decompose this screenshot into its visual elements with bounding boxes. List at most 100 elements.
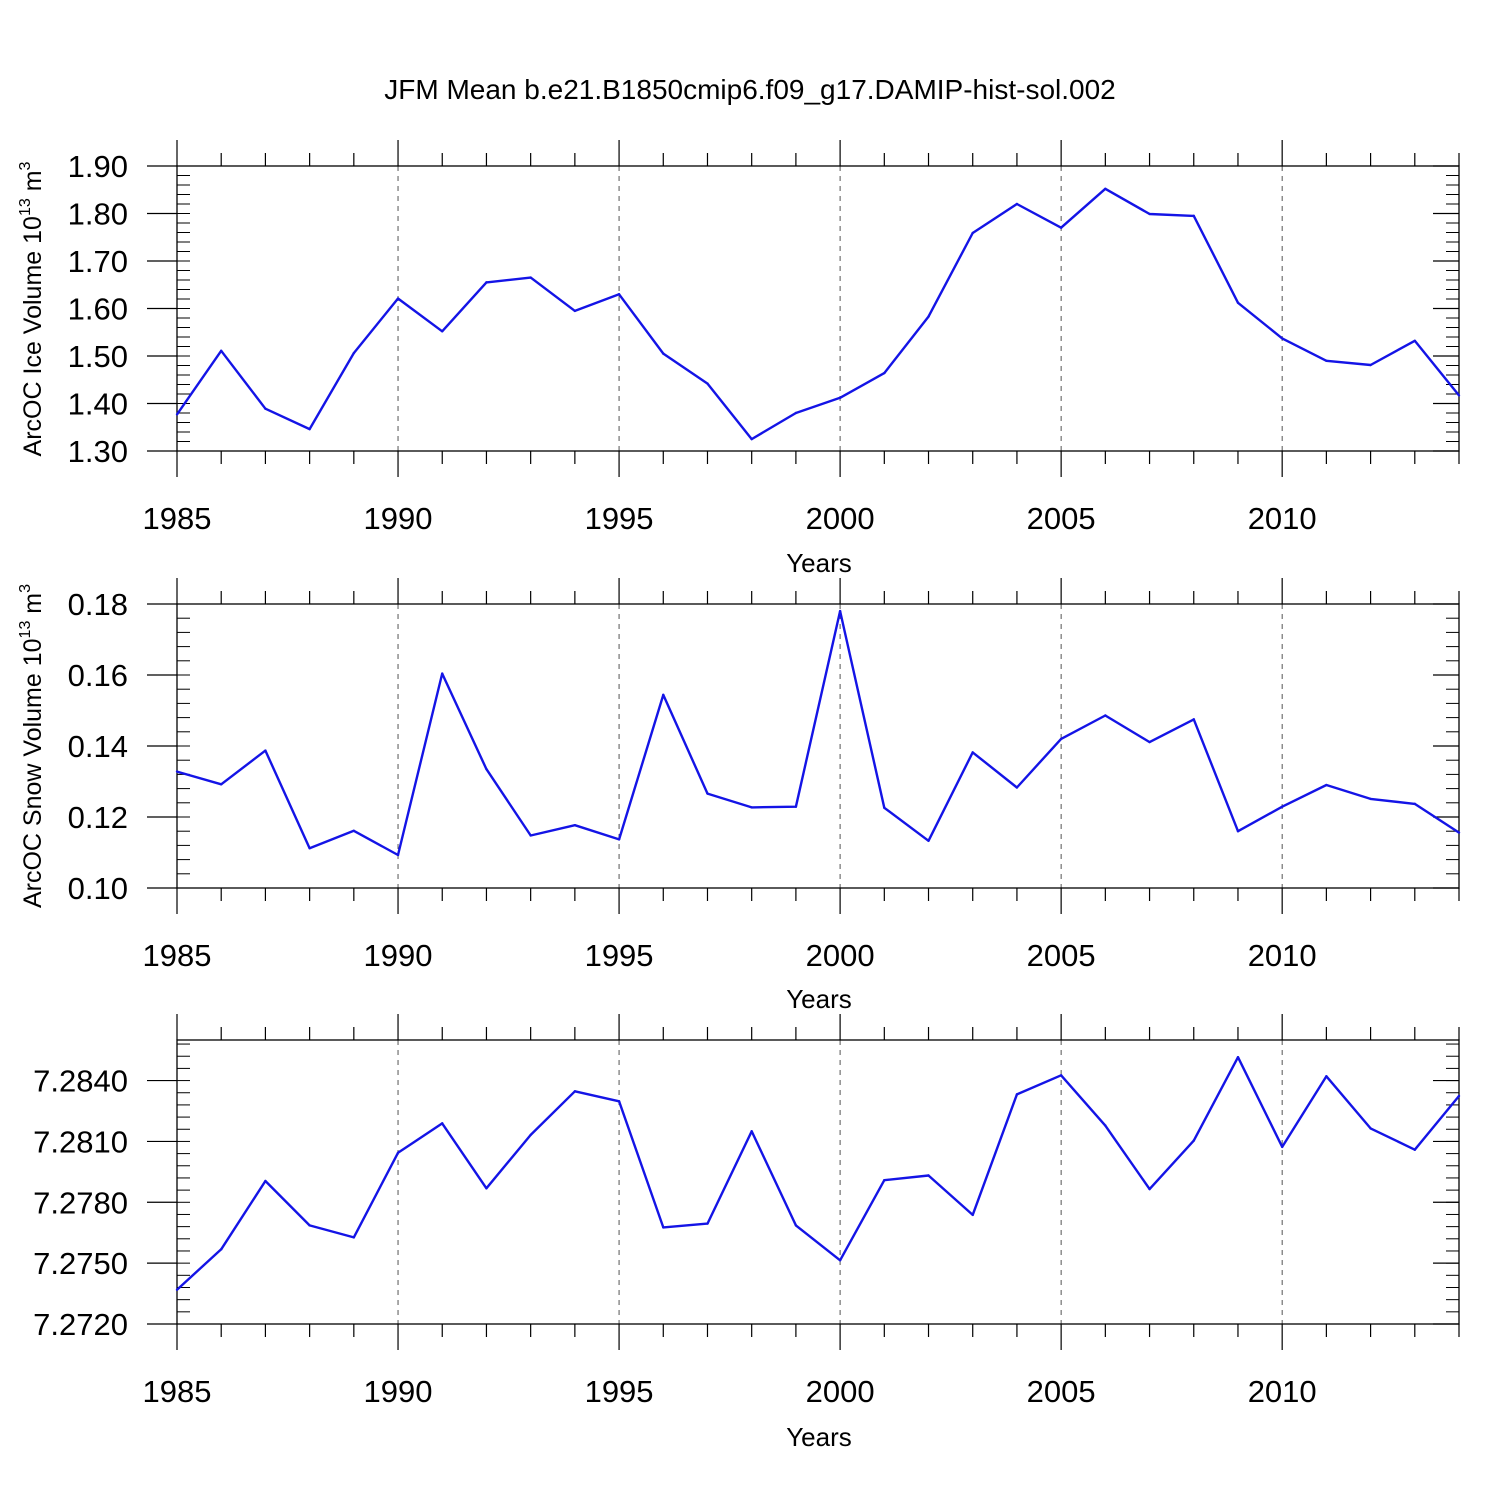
data-point [1369,363,1372,367]
x-tick-label: 2010 [1248,938,1317,973]
y-tick-label: 1.30 [68,434,128,469]
data-point [1236,830,1240,833]
data-point [396,1151,400,1154]
data-point [1413,1148,1416,1151]
data-point [175,413,179,416]
y-axis-label-part: m [19,170,47,198]
data-point [1192,214,1195,218]
data-point [794,411,798,415]
y-axis-label-part: ArcOC Snow Volume 10 [19,638,47,908]
data-point [308,1224,311,1227]
data-point [441,330,444,333]
data-point [1413,339,1416,342]
x-tick-label: 1990 [364,1374,433,1409]
data-point [927,315,930,318]
data-point [573,823,577,827]
data-point [1325,359,1328,362]
data-point [838,396,842,399]
data-point [838,609,842,613]
data-point [220,349,223,352]
data-point [441,1122,444,1125]
data-point [617,1100,621,1103]
data-point [750,437,753,441]
data-point [220,1248,223,1251]
data-point [1059,737,1063,741]
data-point [1457,831,1461,834]
data-point [1457,1094,1461,1098]
data-point [794,805,798,808]
data-point [1015,1093,1019,1096]
data-point [1148,1187,1151,1191]
data-point [1236,1056,1240,1059]
x-tick-label: 2000 [806,501,875,536]
x-axis-label: Years [786,1422,852,1452]
data-point [529,1133,532,1137]
data-point [308,847,311,850]
x-tick-label: 2010 [1248,1374,1317,1409]
data-point [971,751,974,754]
data-point [485,767,488,771]
y-axis-label-superscript: 13 [17,621,34,639]
x-axis-label: Years [786,548,852,578]
data-point [441,672,444,675]
data-point [529,834,532,837]
x-tick-label: 2005 [1027,938,1096,973]
chart-panels: 1.30 1.40 1.50 1.60 1.70 1.80 1.90 1985 1990 1995… [17,140,1461,1452]
series-line [176,187,1460,441]
data-point [927,1174,930,1177]
x-tick-label: 2005 [1027,1374,1096,1409]
data-point [706,382,709,385]
data-point [1059,226,1063,229]
data-point [662,1226,665,1229]
x-tick-label: 1990 [364,938,433,973]
data-point [573,309,577,313]
plot-frame [176,603,1460,889]
data-point [352,351,356,355]
data-point [883,806,886,809]
chart-panel-1: 1.30 1.40 1.50 1.60 1.70 1.80 1.90 1985 1990 1995… [17,140,1461,578]
data-point [1369,797,1372,801]
data-point [1015,202,1019,206]
data-point [750,806,753,809]
x-tick-label: 1985 [143,501,212,536]
data-point [1457,394,1461,397]
y-tick-label: 1.60 [68,292,128,327]
y-axis-label: ArcOC Snow Volume 1013 m3 [17,584,47,908]
plot-frame [176,1039,1460,1325]
data-point [396,297,400,300]
x-tick-label: 1995 [585,501,654,536]
data-point [1280,337,1284,340]
chart-title: JFM Mean b.e21.B1850cmip6.f09_g17.DAMIP-… [384,74,1116,105]
y-axis-label-superscript: 3 [17,161,34,170]
y-tick-label: 7.2810 [33,1124,128,1159]
y-tick-label: 0.18 [68,587,128,622]
data-point [1325,1075,1328,1078]
x-tick-label: 2000 [806,1374,875,1409]
data-point [264,1179,267,1183]
x-tick-label: 1985 [143,1374,212,1409]
data-point [794,1224,798,1227]
data-point [1413,802,1416,806]
data-point [1148,740,1151,744]
x-tick-label: 1995 [585,1374,654,1409]
data-point [971,1213,974,1217]
data-point [175,1288,179,1291]
data-point [220,783,223,786]
y-tick-label: 1.50 [68,339,128,374]
x-tick-label: 1995 [585,938,654,973]
data-point [1059,1074,1063,1077]
data-point [706,792,709,795]
data-point [706,1222,709,1225]
y-tick-label: 7.2750 [33,1246,128,1281]
data-point [1236,301,1240,304]
series-line [176,1055,1460,1291]
y-tick-label: 0.14 [68,729,128,764]
data-point [927,839,930,842]
y-tick-label: 1.90 [68,149,128,184]
y-tick-label: 0.16 [68,658,128,693]
data-point [529,276,532,279]
data-point [264,749,267,752]
data-point [971,231,974,235]
